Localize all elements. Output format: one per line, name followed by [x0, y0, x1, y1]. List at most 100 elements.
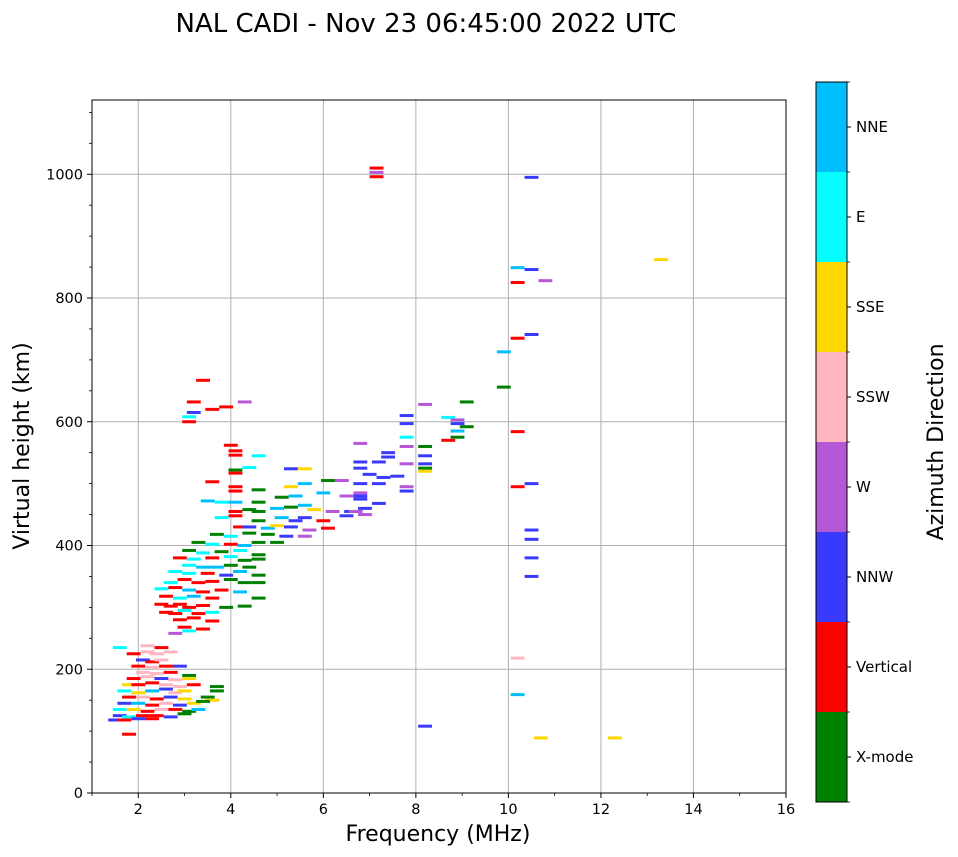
data-point	[219, 605, 234, 609]
data-point	[524, 528, 539, 532]
data-point	[510, 485, 525, 489]
data-point	[369, 175, 384, 179]
data-point	[524, 333, 539, 337]
data-point	[228, 471, 243, 475]
data-point	[182, 673, 197, 677]
data-point	[154, 587, 169, 591]
x-tick-label: 2	[134, 802, 143, 818]
y-tick-label: 800	[55, 291, 83, 307]
data-point	[297, 534, 312, 538]
data-point	[233, 548, 247, 552]
data-point	[270, 524, 285, 528]
x-axis-label: Frequency (MHz)	[346, 822, 531, 847]
data-point	[223, 534, 238, 538]
data-point	[186, 616, 201, 620]
data-point	[316, 519, 331, 523]
data-point	[168, 586, 183, 590]
data-point	[524, 482, 539, 486]
data-point	[390, 474, 405, 478]
data-point	[242, 565, 257, 569]
data-point	[214, 500, 229, 504]
data-point	[131, 717, 146, 721]
data-point	[131, 701, 146, 705]
data-point	[223, 555, 238, 559]
data-point	[182, 677, 197, 681]
data-point	[242, 525, 257, 529]
data-point	[270, 506, 285, 510]
colorbar-segment	[816, 622, 847, 712]
data-point	[196, 627, 210, 631]
data-point	[122, 732, 136, 736]
data-point	[182, 415, 197, 419]
data-point	[126, 677, 141, 681]
data-point	[654, 258, 669, 262]
data-point	[353, 497, 368, 501]
data-point	[172, 618, 187, 622]
data-point	[348, 509, 363, 513]
data-point	[297, 482, 312, 486]
data-point	[510, 656, 525, 660]
data-point	[135, 658, 150, 662]
data-point	[117, 718, 132, 722]
data-point	[182, 629, 197, 633]
data-point	[251, 509, 266, 513]
data-point	[242, 466, 257, 470]
data-point	[237, 581, 252, 585]
data-points	[108, 166, 669, 740]
data-point	[302, 528, 317, 532]
data-point	[140, 709, 155, 713]
data-point	[316, 491, 331, 495]
data-point	[441, 438, 456, 442]
data-point	[140, 650, 155, 654]
data-point	[524, 574, 539, 578]
data-point	[154, 646, 169, 650]
data-point	[186, 701, 201, 705]
data-point	[418, 462, 433, 466]
data-point	[228, 485, 243, 489]
data-point	[168, 569, 183, 573]
data-point	[369, 166, 384, 170]
data-point	[191, 612, 206, 616]
data-point	[237, 400, 252, 404]
data-point	[242, 508, 257, 512]
data-point	[159, 701, 173, 705]
data-point	[159, 687, 173, 691]
data-point	[177, 697, 192, 701]
data-point	[496, 385, 511, 389]
data-point	[418, 724, 433, 728]
data-point	[381, 455, 396, 459]
data-point	[450, 429, 465, 433]
x-tick-label: 4	[226, 802, 235, 818]
data-point	[223, 578, 238, 582]
y-tick-label: 0	[74, 786, 83, 802]
data-point	[251, 557, 266, 561]
data-point	[186, 410, 201, 414]
data-point	[233, 569, 247, 573]
data-point	[418, 445, 433, 448]
data-point	[399, 445, 414, 448]
data-point	[205, 480, 220, 484]
data-point	[159, 610, 173, 614]
data-point	[260, 532, 275, 536]
colorbar-tick-label: SSW	[856, 388, 890, 406]
data-point	[186, 400, 201, 404]
y-tick-label: 400	[55, 539, 83, 555]
data-point	[353, 441, 368, 445]
data-point	[237, 604, 252, 608]
data-point	[228, 514, 243, 518]
chart-title: NAL CADI - Nov 23 06:45:00 2022 UTC	[176, 9, 677, 39]
plot-frame	[91, 99, 787, 794]
data-point	[177, 625, 192, 629]
data-point	[219, 573, 234, 577]
data-point	[538, 279, 553, 283]
colorbar-segment	[816, 82, 847, 172]
data-point	[510, 693, 525, 697]
data-point	[205, 579, 220, 583]
data-point	[251, 454, 266, 458]
data-point	[172, 596, 187, 600]
data-point	[233, 525, 247, 529]
data-point	[418, 466, 433, 470]
data-point	[122, 683, 136, 687]
data-point	[459, 400, 474, 404]
data-point	[145, 717, 160, 721]
